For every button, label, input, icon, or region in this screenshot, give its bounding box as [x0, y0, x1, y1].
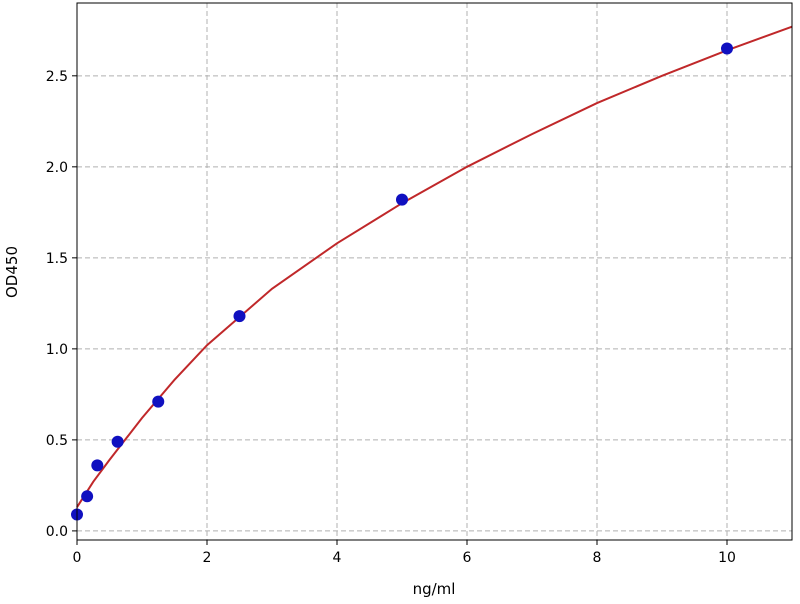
data-point	[81, 490, 94, 503]
y-ticks: 0.0 0.5 1.0 1.5 2.0 2.5	[46, 69, 77, 540]
y-tick-label: 1.5	[46, 251, 68, 267]
x-axis-label: ng/ml	[413, 580, 456, 598]
x-tick-label: 10	[718, 550, 736, 566]
data-points	[71, 42, 733, 521]
x-ticks: 0 2 4 6 8 10	[73, 540, 736, 566]
x-tick-label: 0	[73, 550, 82, 566]
y-tick-label: 2.0	[46, 160, 68, 176]
grid	[76, 3, 792, 540]
x-tick-label: 2	[203, 550, 212, 566]
x-tick-label: 4	[333, 550, 342, 566]
data-point	[233, 310, 246, 323]
plot-frame	[76, 2, 793, 541]
data-point	[111, 435, 124, 448]
x-tick-label: 6	[463, 550, 472, 566]
fit-curve-line	[76, 25, 793, 508]
y-tick-label: 0.0	[46, 524, 68, 540]
y-tick-label: 0.5	[46, 433, 68, 449]
y-tick-label: 1.0	[46, 342, 68, 358]
x-tick-label: 8	[593, 550, 602, 566]
data-point	[91, 459, 104, 472]
y-axis-label: OD450	[3, 246, 21, 298]
data-point	[396, 193, 408, 206]
data-point	[152, 395, 165, 408]
y-tick-label: 2.5	[46, 69, 68, 85]
fit-curve-group	[76, 25, 793, 508]
data-point	[721, 42, 733, 55]
